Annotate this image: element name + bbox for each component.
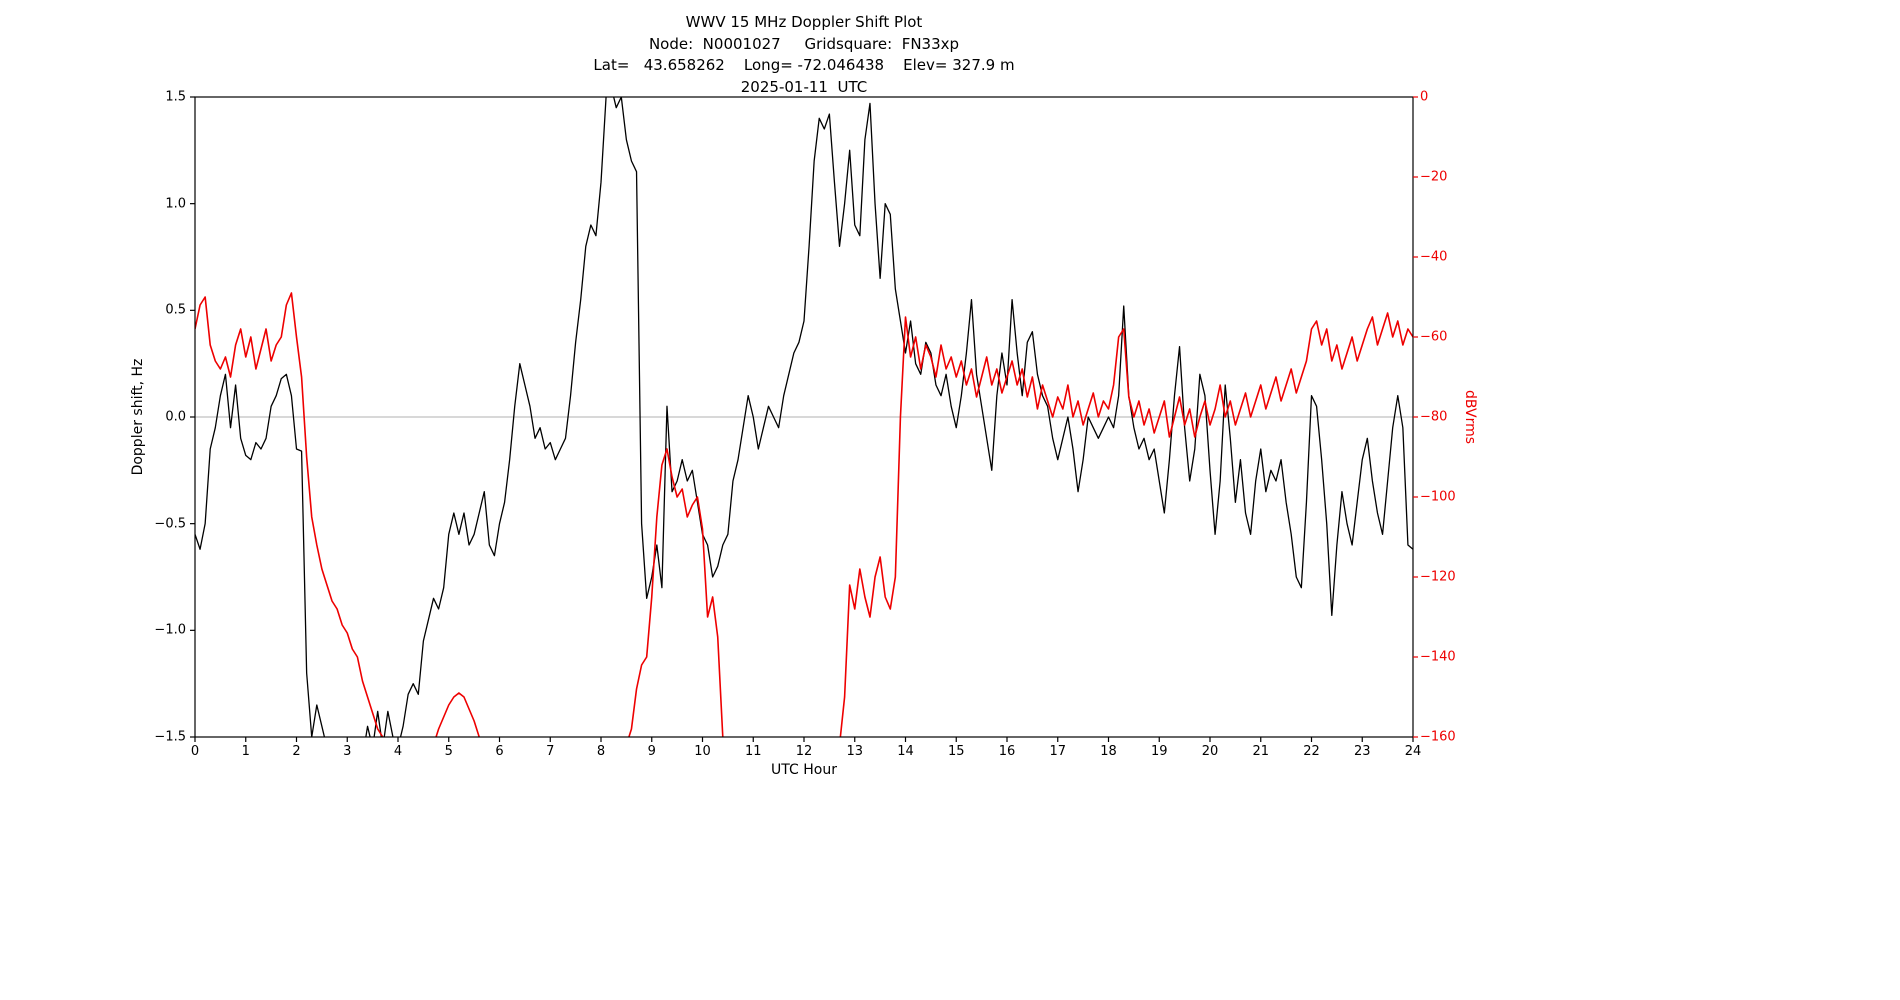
left-axis-label: Doppler shift, Hz <box>130 358 146 476</box>
x-tick-label: 6 <box>495 744 504 759</box>
x-tick-label: 12 <box>795 744 813 759</box>
x-tick-label: 15 <box>947 744 965 759</box>
x-tick-label: 22 <box>1303 744 1320 759</box>
chart-title-block: WWV 15 MHz Doppler Shift Plot Node: N000… <box>195 12 1413 98</box>
chart-subtitle-location: Lat= 43.658262 Long= -72.046438 Elev= 32… <box>593 56 1015 74</box>
x-tick-label: 10 <box>694 744 711 759</box>
left-tick-label: −1.0 <box>154 622 186 638</box>
left-tick-label: 1.5 <box>165 89 186 105</box>
x-tick-label: 16 <box>998 744 1016 759</box>
x-tick-label: 9 <box>647 744 656 759</box>
x-tick-label: 0 <box>190 744 200 759</box>
right-tick-label: −160 <box>1420 729 1456 745</box>
right-tick-label: −80 <box>1420 409 1448 425</box>
x-tick-label: 3 <box>343 744 352 759</box>
dbvrms-line <box>195 292 1413 737</box>
right-tick-label: −20 <box>1420 169 1448 185</box>
left-tick-label: 0.0 <box>165 409 186 425</box>
x-tick-label: 24 <box>1404 744 1422 759</box>
x-tick-label: 17 <box>1049 744 1067 759</box>
x-tick-label: 13 <box>846 744 864 759</box>
x-tick-label: 11 <box>744 744 762 759</box>
left-tick-label: −1.5 <box>154 729 186 745</box>
right-axis-label: dBVrms <box>1462 389 1478 445</box>
left-tick-label: −0.5 <box>154 516 186 532</box>
x-tick-label: 8 <box>596 744 606 759</box>
x-tick-label: 5 <box>444 744 453 759</box>
x-tick-label: 7 <box>546 744 555 759</box>
doppler-shift-line <box>195 97 1413 737</box>
left-tick-label: 1.0 <box>165 196 186 212</box>
chart-subtitle-node: Node: N0001027 Gridsquare: FN33xp <box>648 34 960 53</box>
x-axis-label: UTC Hour <box>771 762 837 778</box>
x-tick-label: 19 <box>1150 744 1168 759</box>
chart-title: WWV 15 MHz Doppler Shift Plot <box>685 13 923 31</box>
x-tick-label: 2 <box>292 744 301 759</box>
x-tick-label: 21 <box>1252 744 1270 759</box>
x-tick-label: 23 <box>1353 744 1371 759</box>
right-tick-label: −140 <box>1420 649 1456 665</box>
x-tick-label: 20 <box>1201 744 1219 759</box>
x-tick-label: 14 <box>897 744 914 759</box>
chart-subtitle-date: 2025-01-11 UTC <box>740 77 868 96</box>
x-tick-label: 18 <box>1100 744 1117 759</box>
x-tick-label: 1 <box>241 744 250 759</box>
right-tick-label: 0 <box>1420 89 1429 105</box>
right-tick-label: −60 <box>1420 329 1448 345</box>
right-tick-label: −120 <box>1420 569 1456 585</box>
left-tick-label: 0.5 <box>165 302 186 318</box>
right-tick-label: −100 <box>1420 489 1456 505</box>
right-tick-label: −40 <box>1420 249 1448 265</box>
x-tick-label: 4 <box>393 744 403 759</box>
